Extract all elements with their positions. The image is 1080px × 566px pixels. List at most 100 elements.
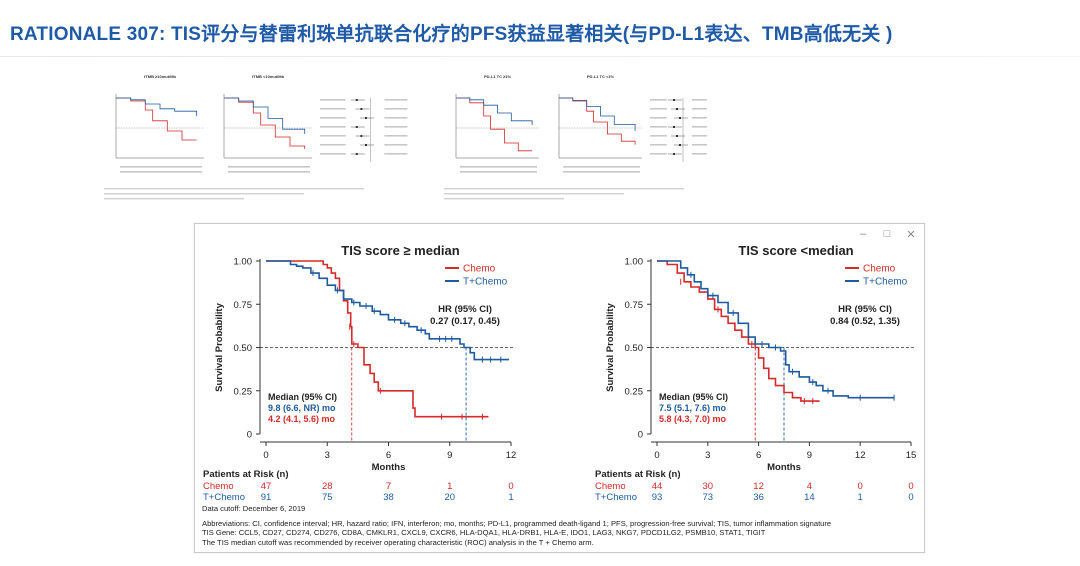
footnote-tis-genes: TIS Gene: CCL5, CD27, CD274, CD276, CD8A… xyxy=(202,528,766,538)
thumb-forest-value xyxy=(384,99,408,101)
thumb-forest-label xyxy=(320,135,346,137)
thumb-risk-row xyxy=(563,171,640,173)
thumb-risk-row xyxy=(460,171,537,173)
risk-value-tchemo: 14 xyxy=(804,492,815,503)
x-tick-label: 9 xyxy=(807,450,812,461)
x-tick-label: 6 xyxy=(386,450,391,461)
chart-title: TIS score ≥ median xyxy=(341,243,459,258)
hr-label: HR (95% CI) xyxy=(438,304,492,315)
title-divider xyxy=(0,56,1080,57)
thumb-risk-row xyxy=(228,166,310,168)
risk-value-tchemo: 0 xyxy=(908,492,913,503)
thumb-forest-point xyxy=(676,108,678,110)
thumb-forest-label xyxy=(650,144,667,146)
legend-label-tchemo: T+Chemo xyxy=(463,277,508,288)
km-curve-tchemo xyxy=(266,260,509,361)
risk-row-name-chemo: Chemo xyxy=(595,481,626,492)
y-tick-label: 1.00 xyxy=(234,257,253,268)
thumb-forest-value xyxy=(692,117,707,119)
thumb-forest-point xyxy=(679,117,681,119)
thumb-forest-point xyxy=(673,153,675,155)
thumb-forest-point xyxy=(360,108,363,110)
thumb-panel-title: tTMB ≥10mut/Mb xyxy=(144,74,177,79)
hr-value: 0.27 (0.17, 0.45) xyxy=(430,316,500,327)
thumb-footnote-line xyxy=(104,193,304,195)
thumb-forest-label xyxy=(650,108,667,110)
thumb-risk-row xyxy=(120,166,202,168)
hr-label: HR (95% CI) xyxy=(838,304,892,315)
y-tick-label: 0.25 xyxy=(234,386,253,397)
thumbnail-tmb-figure: tTMB ≥10mut/Mb tTMB <10mut/Mb xyxy=(104,74,408,200)
risk-value-tchemo: 20 xyxy=(444,492,455,503)
thumb-panel-title: PD-L1 TC ≥1% xyxy=(484,74,512,79)
chart-title: TIS score <median xyxy=(738,243,853,258)
thumb-forest-value xyxy=(692,144,707,146)
legend-label-chemo: Chemo xyxy=(863,264,896,275)
risk-value-chemo: 7 xyxy=(386,481,391,492)
thumb-forest-point xyxy=(676,135,678,137)
risk-value-chemo: 0 xyxy=(908,481,913,492)
x-tick-label: 3 xyxy=(325,450,330,461)
y-tick-label: 0.25 xyxy=(625,386,644,397)
thumb-forest-point xyxy=(355,153,358,155)
footnote: Data cutoff: December 6, 2019 Abbreviati… xyxy=(202,504,918,547)
x-tick-label: 12 xyxy=(506,450,517,461)
thumb-forest-point xyxy=(365,117,367,119)
thumb-curve-chemo xyxy=(559,97,636,145)
thumb-curve-tchemo xyxy=(224,97,306,134)
risk-value-tchemo: 1 xyxy=(508,492,513,503)
median-label: Median (95% CI) xyxy=(659,392,728,402)
median-chemo: 4.2 (4.1, 5.6) mo xyxy=(268,414,336,424)
legend-label-chemo: Chemo xyxy=(463,264,496,275)
thumb-forest-label xyxy=(320,117,346,119)
thumb-curve-chemo xyxy=(116,97,197,141)
thumb-footnote-line xyxy=(444,193,624,195)
median-tchemo: 7.5 (5.1, 7.6) mo xyxy=(659,403,727,413)
thumb-forest-point xyxy=(679,144,681,146)
median-label: Median (95% CI) xyxy=(268,392,337,402)
thumb-footnote-line xyxy=(444,198,564,200)
maximize-icon[interactable]: □ xyxy=(883,228,891,240)
x-tick-label: 12 xyxy=(855,450,866,461)
thumb-forest-label xyxy=(650,99,667,101)
thumb-risk-row xyxy=(228,171,310,173)
risk-row-name-chemo: Chemo xyxy=(203,481,234,492)
x-axis-label: Months xyxy=(767,462,801,473)
thumbnail-pdl1-figure: PD-L1 TC ≥1% PD-L1 TC <1% xyxy=(444,74,707,200)
risk-value-chemo: 4 xyxy=(807,481,812,492)
minimize-icon[interactable]: – xyxy=(859,228,867,240)
risk-value-tchemo: 1 xyxy=(858,492,863,503)
risk-value-tchemo: 75 xyxy=(322,492,333,503)
thumb-forest-value xyxy=(384,153,408,155)
thumb-curve-tchemo xyxy=(456,97,533,125)
thumb-forest-point xyxy=(673,99,675,101)
hr-value: 0.84 (0.52, 1.35) xyxy=(830,316,900,327)
risk-value-chemo: 0 xyxy=(858,481,863,492)
thumb-forest-label xyxy=(650,126,667,128)
y-tick-label: 0 xyxy=(638,430,643,441)
risk-row-name-tchemo: T+Chemo xyxy=(595,492,637,503)
footnote-abbreviations: Abbreviations: CI, confidence interval; … xyxy=(202,518,832,528)
thumb-forest-point xyxy=(360,135,363,137)
thumb-forest-value xyxy=(384,144,408,146)
km-curve-chemo xyxy=(657,260,820,402)
risk-value-chemo: 30 xyxy=(703,481,714,492)
risk-value-tchemo: 93 xyxy=(652,492,663,503)
thumb-forest-value xyxy=(384,117,408,119)
x-tick-label: 0 xyxy=(654,450,659,461)
risk-table-label: Patients at Risk (n) xyxy=(203,469,289,480)
thumb-forest-point xyxy=(673,126,675,128)
thumb-forest-value xyxy=(384,126,408,128)
x-tick-label: 15 xyxy=(906,450,917,461)
thumb-forest-label xyxy=(650,153,667,155)
close-icon[interactable]: ✕ xyxy=(906,229,916,241)
thumb-risk-row xyxy=(460,166,537,168)
thumb-panel-title: PD-L1 TC <1% xyxy=(587,74,615,79)
thumb-forest-value xyxy=(692,108,707,110)
thumb-forest-value xyxy=(692,99,707,101)
thumb-curve-tchemo xyxy=(116,97,198,116)
thumb-footnote-line xyxy=(104,198,244,200)
